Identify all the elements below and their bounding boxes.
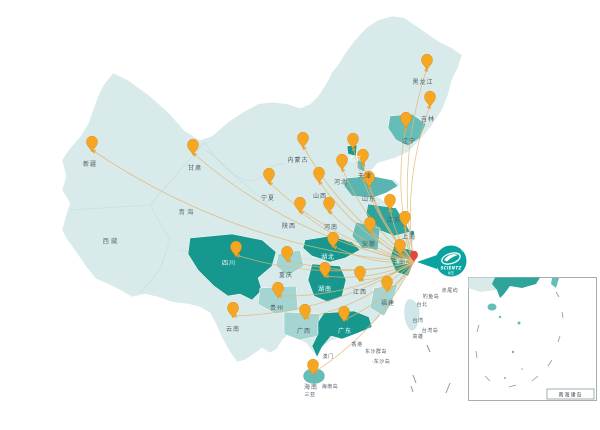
route-line — [328, 210, 415, 263]
route-line — [91, 149, 415, 263]
map-pin-黑龙江 — [421, 54, 433, 71]
route-line — [367, 184, 415, 263]
map-pin-湖北 — [327, 232, 339, 249]
scientz-logo: SCIENTZ ® 新芝 — [417, 245, 467, 277]
map-pin-广西 — [299, 304, 311, 321]
inset-islands — [498, 315, 523, 379]
map-pin-新疆 — [86, 136, 98, 153]
map-pin-浙江 — [394, 239, 406, 256]
region-shanghai — [409, 230, 415, 236]
route-line — [324, 261, 415, 279]
map-pin-上海 — [399, 211, 411, 228]
inset-title-box — [546, 388, 595, 400]
region-guangdong — [311, 310, 373, 358]
region-sichuan — [187, 233, 277, 301]
logo-pointer — [417, 255, 437, 269]
route-line — [232, 261, 415, 319]
route-line — [299, 210, 415, 263]
route-line — [268, 181, 415, 263]
south-china-sea-inset: 南海诸岛 — [468, 277, 597, 401]
map-pins — [86, 54, 496, 376]
geo-label-台湾岛: 台湾岛 — [422, 327, 439, 334]
geo-label-赤尾屿: 赤尾屿 — [442, 287, 459, 294]
geo-label-东沙群岛: 东沙群岛 — [365, 348, 387, 355]
map-pin-河北 — [336, 154, 348, 171]
geo-label-高雄: 高雄 — [412, 333, 423, 340]
route-line — [277, 261, 415, 299]
province-label-海南: 海南 — [304, 383, 318, 391]
china-landmass — [61, 15, 463, 363]
map-pin-陕西 — [294, 197, 306, 214]
route-line — [409, 104, 431, 263]
route-line — [406, 67, 428, 263]
route-line — [304, 261, 415, 320]
logo-circle — [435, 245, 467, 277]
map-pin-山东 — [363, 171, 375, 188]
hub-marker — [410, 250, 418, 262]
map-pin-四川 — [230, 241, 242, 258]
map-pin-广东 — [338, 306, 350, 323]
map-pin-甘肃 — [187, 139, 199, 156]
map-pin-江西 — [354, 266, 366, 283]
inset-dash-line — [475, 291, 564, 388]
route-line — [388, 207, 415, 263]
region-fujian — [369, 283, 399, 317]
dash-line-segments — [410, 344, 451, 394]
inset-hainan — [487, 303, 497, 311]
map-pin-重庆 — [281, 246, 293, 263]
map-pin-辽宁 — [400, 112, 412, 129]
map-pin-宁夏 — [263, 168, 275, 185]
map-pin-海南 — [307, 359, 319, 376]
map-pin-安徽 — [364, 217, 376, 234]
map-pin-山西 — [313, 167, 325, 184]
inset-taiwan — [551, 278, 559, 288]
map-pin-北京 — [347, 133, 359, 150]
map-pin-湖南 — [319, 262, 331, 279]
geo-label-海南岛: 海南岛 — [322, 383, 339, 390]
map-pin-贵州 — [272, 282, 284, 299]
map-pin-福建 — [381, 276, 393, 293]
route-line — [343, 261, 415, 321]
geo-label-钓鱼岛: 钓鱼岛 — [423, 293, 440, 300]
region-taiwan-island — [404, 299, 420, 331]
geo-label-澳门: 澳门 — [322, 353, 333, 360]
route-line — [332, 245, 415, 263]
inset-coast-dark — [492, 277, 540, 298]
inset-coast-pale — [468, 277, 500, 292]
route-line — [399, 252, 415, 263]
geo-label-·东沙岛: ·东沙岛 — [372, 358, 391, 365]
map-pin-河南 — [323, 197, 335, 214]
geo-label-三亚: 三亚 — [304, 392, 315, 398]
inset-frame — [468, 277, 597, 401]
map-pin-内蒙古 — [297, 132, 309, 149]
route-line — [312, 261, 415, 374]
route-lines — [91, 67, 431, 374]
map-pin-云南 — [227, 302, 239, 319]
map-pin-吉林 — [424, 91, 436, 108]
map-pin-江苏 — [384, 194, 396, 211]
region-guangxi — [283, 311, 321, 341]
logo-bird-icon — [444, 254, 458, 262]
route-line — [400, 125, 415, 263]
map-pin-天津 — [357, 149, 369, 166]
logo-swoosh-icon — [441, 252, 461, 265]
route-line — [286, 258, 415, 271]
